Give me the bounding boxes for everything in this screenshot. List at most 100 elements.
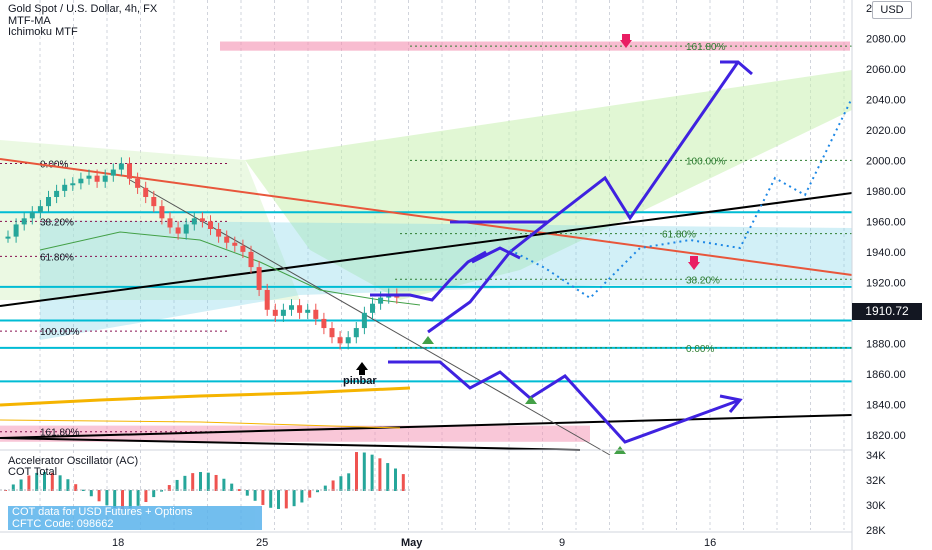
candle-body <box>151 196 157 207</box>
oscillator-bar <box>284 490 288 509</box>
candle-body <box>86 175 92 179</box>
candle-body <box>216 229 222 237</box>
price-tick-label: 1940.00 <box>866 247 906 259</box>
candle-body <box>313 309 319 319</box>
fib-label-left: 100.00% <box>40 327 80 338</box>
oscillator-bar <box>308 490 312 498</box>
candle-body <box>240 245 246 252</box>
oscillator-bar <box>331 480 335 491</box>
candle-body <box>345 337 351 344</box>
down-marker-icon-stem <box>690 256 698 263</box>
candle-body <box>224 236 230 243</box>
oscillator-bar <box>175 479 179 491</box>
time-tick-label: 25 <box>256 537 268 549</box>
fib-label-right: 38.20% <box>686 275 720 286</box>
fib-label-right: 100.00% <box>686 156 726 167</box>
candle-body <box>13 224 19 237</box>
candle-body <box>248 251 254 268</box>
candle-body <box>167 218 173 228</box>
oscillator-bar <box>245 490 249 496</box>
candle-body <box>135 178 141 188</box>
oscillator-bar <box>113 490 117 508</box>
oscillator-bar <box>355 452 358 491</box>
oscillator-bar <box>160 490 163 492</box>
cot-info-line1: COT data for USD Futures + Options <box>12 506 193 518</box>
price-tick-label: 1880.00 <box>866 338 906 350</box>
ma-orange <box>0 386 411 407</box>
candle-body <box>29 212 35 219</box>
candle-body <box>175 227 181 234</box>
oscillator-bar <box>370 454 374 491</box>
pinbar-label: pinbar <box>343 375 377 387</box>
candle-body <box>143 187 149 197</box>
oscillator-bar <box>347 473 351 491</box>
candle-body <box>256 267 262 290</box>
currency-selector[interactable]: USD <box>872 1 912 19</box>
oscillator-bar <box>167 485 171 491</box>
symbol-title: Gold Spot / U.S. Dollar, 4h, FX <box>8 3 158 15</box>
ma-orange-thin <box>0 419 401 429</box>
black-trendline-bottom <box>0 437 581 451</box>
oscillator-bar <box>261 490 265 505</box>
oscillator-bar <box>97 490 101 502</box>
oscillator-bar <box>339 476 343 491</box>
down-marker-icon-stem <box>622 34 630 41</box>
oscillator-tick-label: 34K <box>866 450 886 462</box>
up-marker-icon <box>525 396 537 404</box>
oscillator-bar <box>300 490 304 503</box>
time-tick-label: May <box>401 537 423 549</box>
candle-body <box>272 309 278 316</box>
price-tick-label: 2000.00 <box>866 155 906 167</box>
candle-body <box>62 184 68 191</box>
candle-body <box>191 218 197 225</box>
oscillator-bar <box>386 463 390 491</box>
price-tick-label: 1920.00 <box>866 277 906 289</box>
candle-body <box>5 236 11 239</box>
oscillator-tick-label: 30K <box>866 500 886 512</box>
pinbar-arrow-stem <box>359 369 365 375</box>
fib-label-right: 161.80% <box>686 42 726 53</box>
cot-info-box: COT data for USD Futures + Options CFTC … <box>8 506 262 530</box>
fib-label-left: 38.20% <box>40 217 74 228</box>
oscillator-bar <box>277 490 280 509</box>
candle-body <box>54 190 60 197</box>
projection-down-path <box>388 360 741 444</box>
ichimoku-cloud-green-left <box>0 140 300 300</box>
oscillator-bar <box>136 490 140 506</box>
candle-body <box>232 242 238 246</box>
oscillator-bar <box>269 490 273 508</box>
time-tick-label: 9 <box>559 537 565 549</box>
candle-body <box>70 183 76 186</box>
candle-body <box>94 175 100 182</box>
oscillator-bar <box>58 475 62 491</box>
oscillator-bar <box>222 478 226 491</box>
price-tick-label: 2020.00 <box>866 125 906 137</box>
down-marker-icon <box>620 40 632 48</box>
cot-info-line2: CFTC Code: 098662 <box>12 518 114 530</box>
down-marker-icon <box>688 262 700 270</box>
candle-body <box>289 305 294 310</box>
price-tick-label: 1860.00 <box>866 369 906 381</box>
projection-down-arrowhead <box>719 394 743 413</box>
oscillator-bar <box>253 490 257 501</box>
projection-up-arrowhead <box>720 60 753 76</box>
candle-body <box>329 328 335 338</box>
current-price-tag: 1910.72 <box>852 303 922 320</box>
candle-body <box>37 206 43 213</box>
candle-body <box>110 169 116 176</box>
price-tick-label: 1820.00 <box>866 430 906 442</box>
candle-body <box>305 309 311 313</box>
oscillator-bar <box>316 490 319 493</box>
time-tick-label: 18 <box>112 537 124 549</box>
price-tick-label: 1980.00 <box>866 186 906 198</box>
oscillator-tick-label: 28K <box>866 525 886 537</box>
pinbar-arrow-icon <box>356 362 368 370</box>
oscillator-bar <box>191 473 195 491</box>
candle-body <box>321 318 327 329</box>
candle-body <box>46 196 51 207</box>
candle-body <box>102 175 108 182</box>
oscillator-bar <box>19 479 23 491</box>
oscillator-tick-label: 32K <box>866 475 886 487</box>
